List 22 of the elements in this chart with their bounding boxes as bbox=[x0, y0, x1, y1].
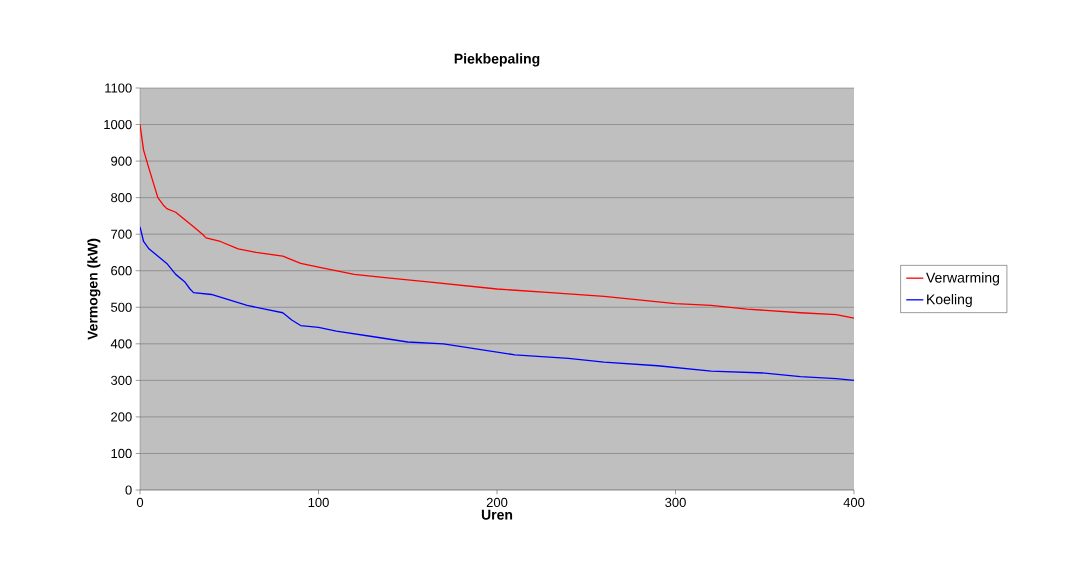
y-tick-label: 500 bbox=[111, 302, 132, 312]
y-tick-label: 600 bbox=[111, 266, 132, 276]
y-tick-label: 400 bbox=[110, 339, 132, 349]
y-tick-label: 100 bbox=[111, 448, 132, 459]
y-tick-label: 200 bbox=[111, 412, 132, 422]
y-tick-label: 0 bbox=[125, 485, 132, 495]
y-tick-label: 1000 bbox=[104, 119, 132, 130]
chart-title: Piekbepaling bbox=[454, 53, 540, 67]
y-tick-label: 300 bbox=[111, 375, 132, 385]
y-tick-label: 800 bbox=[111, 193, 132, 203]
x-tick-label: 200 bbox=[486, 497, 508, 507]
legend-label: Koeling bbox=[927, 293, 972, 308]
x-tick-label: 100 bbox=[308, 497, 329, 507]
y-axis-title: Vermogen (kW) bbox=[87, 238, 101, 340]
legend-label: Verwarming bbox=[926, 272, 999, 286]
x-axis-title: Uren bbox=[481, 509, 513, 520]
x-tick-label: 400 bbox=[843, 497, 865, 507]
x-tick-label: 0 bbox=[136, 497, 144, 507]
y-tick-label: 700 bbox=[111, 229, 132, 239]
y-tick-label: 900 bbox=[111, 156, 132, 166]
x-tick-label: 300 bbox=[665, 497, 686, 507]
y-tick-label: 1100 bbox=[105, 83, 132, 93]
